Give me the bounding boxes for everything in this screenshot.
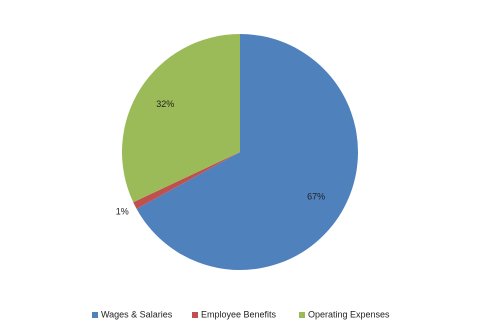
pie-slice	[121, 34, 240, 203]
pie-slice	[133, 152, 240, 209]
legend-swatch	[299, 312, 305, 318]
data-label: 67%	[307, 191, 325, 201]
legend-label: Operating Expenses	[308, 309, 390, 319]
data-label: 1%	[116, 206, 129, 216]
legend-label: Wages & Salaries	[101, 309, 173, 319]
pie-slice	[136, 34, 358, 270]
data-label: 32%	[156, 99, 174, 109]
legend-label: Employee Benefits	[201, 309, 277, 319]
legend-swatch	[192, 312, 198, 318]
legend-swatch	[92, 312, 98, 318]
